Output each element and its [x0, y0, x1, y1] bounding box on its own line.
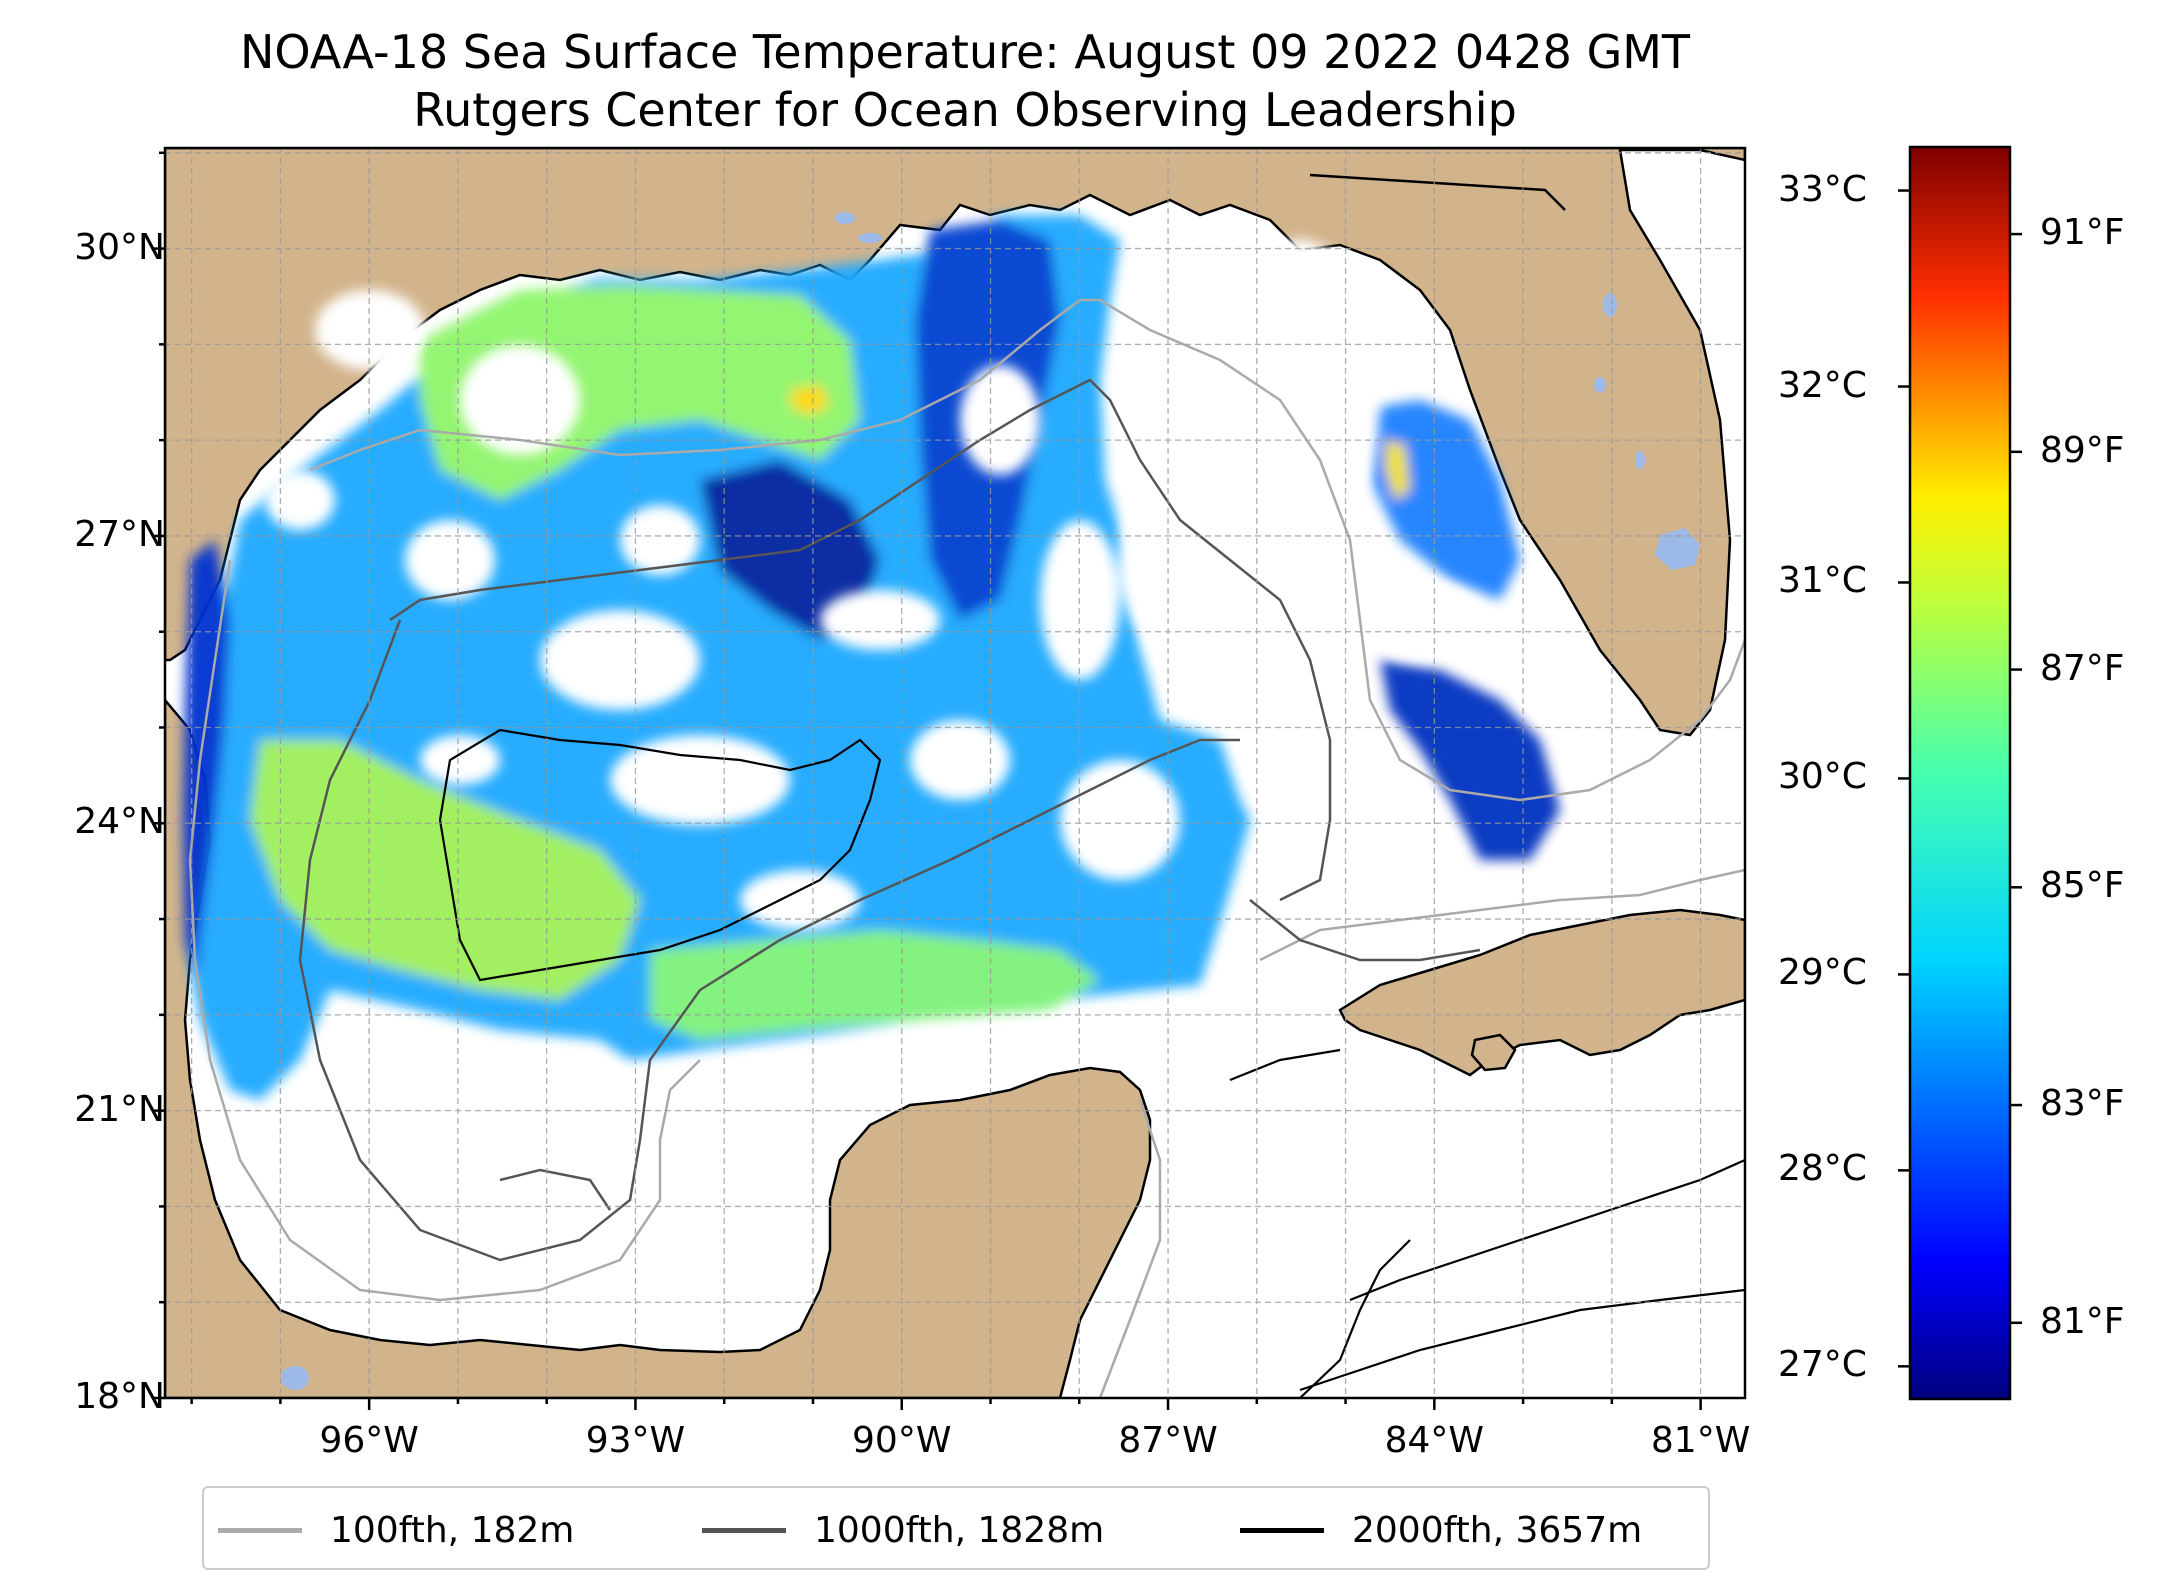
lat-tick-label: 21°N: [74, 1088, 165, 1130]
celsius-tick-label: 33°C: [1778, 168, 1867, 210]
lon-tick-label: 96°W: [319, 1420, 419, 1461]
title-line-1: NOAA-18 Sea Surface Temperature: August …: [239, 25, 1690, 79]
cuba: [1338, 908, 1745, 1077]
celsius-tick-label: 32°C: [1778, 364, 1867, 406]
colorbar-ticks: [1898, 189, 2022, 1368]
legend-label-2000fth: 2000fth, 3657m: [1352, 1509, 1643, 1551]
colorbar: [1908, 145, 2012, 1401]
legend-label-1000fth: 1000fth, 1828m: [814, 1509, 1105, 1551]
legend-line-2000fth: [1240, 1527, 1324, 1533]
legend-item-100fth: 100fth, 182m: [218, 1488, 574, 1572]
contour-100fth: [188, 298, 1745, 1398]
fahrenheit-tick-label: 85°F: [2040, 865, 2125, 907]
legend-line-100fth: [218, 1527, 302, 1533]
legend-item-2000fth: 2000fth, 3657m: [1240, 1488, 1642, 1572]
mexico-west: [165, 698, 1152, 1398]
celsius-tick-label: 29°C: [1778, 952, 1867, 994]
fahrenheit-tick-label: 89°F: [2040, 429, 2125, 471]
legend-line-1000fth: [702, 1527, 786, 1533]
sst-hotspot-2: [1385, 440, 1410, 500]
lon-tick-label: 87°W: [1118, 1420, 1218, 1461]
gridlines: [165, 148, 1745, 1398]
legend: 100fth, 182m 1000fth, 1828m 2000fth, 365…: [202, 1486, 1710, 1570]
map-frame: [163, 146, 1747, 1400]
lon-tick-label: 84°W: [1384, 1420, 1485, 1461]
lat-tick-label: 27°N: [74, 513, 165, 555]
us-gulf-coast: [165, 148, 1745, 737]
tick-marks: [153, 151, 1702, 1410]
title-line-2: Rutgers Center for Ocean Observing Leade…: [413, 83, 1517, 137]
celsius-tick-label: 27°C: [1778, 1344, 1867, 1386]
celsius-tick-label: 30°C: [1778, 756, 1867, 798]
celsius-tick-label: 31°C: [1778, 560, 1867, 602]
isla-juventud: [1470, 1033, 1517, 1072]
fahrenheit-tick-label: 83°F: [2040, 1083, 2125, 1125]
lat-tick-label: 30°N: [74, 226, 165, 268]
land: [165, 148, 1745, 1398]
sst-hotspot-1: [790, 385, 830, 415]
legend-label-100fth: 100fth, 182m: [330, 1509, 575, 1551]
fahrenheit-tick-label: 81°F: [2040, 1300, 2125, 1342]
lon-tick-label: 90°W: [852, 1420, 952, 1461]
fahrenheit-tick-label: 91°F: [2040, 212, 2125, 254]
lat-tick-label: 18°N: [74, 1376, 165, 1417]
state-border: [1309, 173, 1566, 211]
fahrenheit-tick-label: 87°F: [2040, 647, 2125, 689]
sst-warm-west: [250, 740, 640, 1000]
legend-item-1000fth: 1000fth, 1828m: [702, 1488, 1104, 1572]
celsius-tick-label: 28°C: [1778, 1148, 1867, 1190]
sst-florida-south: [1380, 660, 1560, 860]
lakes: [281, 212, 1700, 1390]
sst-cool-coast: [183, 540, 230, 980]
lake-okeechobee: [1655, 528, 1700, 570]
lon-tick-label: 93°W: [585, 1420, 686, 1461]
contour-2000fth: [438, 728, 1745, 1398]
cloud-gaps: [265, 240, 1480, 930]
lat-tick-label: 24°N: [74, 801, 165, 843]
sst-warm-south: [650, 930, 1100, 1040]
lon-tick-label: 81°W: [1650, 1420, 1751, 1461]
